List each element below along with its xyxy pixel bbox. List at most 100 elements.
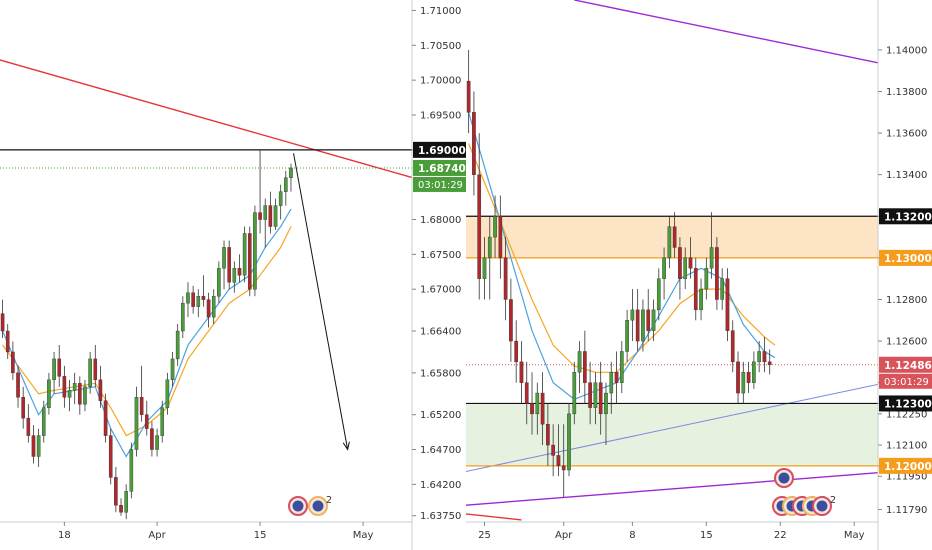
candle[interactable] [36,428,41,467]
candle[interactable] [487,216,492,300]
candle[interactable] [155,428,159,457]
candle[interactable] [129,442,134,499]
candle[interactable] [509,278,513,362]
candle[interactable] [762,336,767,373]
candle[interactable] [725,268,730,342]
candle[interactable] [688,237,693,279]
candle[interactable] [530,372,534,435]
candle[interactable] [181,296,185,339]
candle[interactable] [498,195,503,279]
candle[interactable] [26,404,31,443]
candle[interactable] [278,184,283,220]
candle[interactable] [709,212,714,279]
candle[interactable] [232,261,237,293]
candle[interactable] [482,237,487,300]
candle[interactable] [646,289,651,342]
candle[interactable] [88,351,92,394]
candle[interactable] [284,170,288,206]
candle[interactable] [78,376,82,415]
candle[interactable] [477,133,482,300]
candle[interactable] [672,212,677,258]
candle[interactable] [83,379,87,412]
candle[interactable] [693,257,698,321]
candle[interactable] [540,372,545,446]
candle[interactable] [535,382,540,435]
candle[interactable] [757,341,761,373]
candle[interactable] [263,198,268,248]
candle[interactable] [583,330,587,404]
candle[interactable] [556,424,561,477]
candle[interactable] [108,428,113,485]
candle[interactable] [546,403,550,466]
candle[interactable] [593,372,598,425]
economic-event-marker[interactable] [774,468,794,488]
candle[interactable] [683,247,688,290]
candle[interactable] [0,299,5,339]
candle[interactable] [11,341,15,380]
candle[interactable] [186,282,190,318]
candle[interactable] [466,49,471,134]
candle[interactable] [67,379,72,412]
candle[interactable] [253,205,257,297]
candle[interactable] [175,324,180,366]
blue-trend-line[interactable] [466,383,886,473]
candle[interactable] [160,400,165,443]
candle[interactable] [736,351,740,404]
candle[interactable] [730,320,735,373]
candle[interactable] [551,424,555,477]
candle[interactable] [604,382,608,446]
candle[interactable] [21,386,25,429]
candle[interactable] [165,372,170,415]
candle[interactable] [119,498,123,516]
candle[interactable] [625,309,629,362]
purple-channel-bottom[interactable] [466,472,886,506]
candle[interactable] [514,320,519,383]
candle[interactable] [41,400,46,443]
candle[interactable] [767,349,772,375]
candle[interactable] [641,299,645,352]
candle[interactable] [656,268,661,321]
left-chart-pane[interactable]: 1.71000 1.70500 1.70000 1.69500 1.69000 1.680… [0,0,466,550]
candle[interactable] [237,254,242,283]
candle[interactable] [567,403,571,477]
right-chart-pane[interactable]: 1.14000 1.13800 1.13600 1.13400 1.13200 1.130… [466,0,932,550]
candle[interactable] [124,484,128,520]
candle[interactable] [227,240,231,290]
candle[interactable] [503,237,508,321]
candle[interactable] [614,351,619,404]
candle[interactable] [72,372,77,405]
candle[interactable] [752,351,756,389]
candle[interactable] [273,198,278,230]
purple-channel-top[interactable] [574,0,886,64]
candle[interactable] [144,400,149,436]
candle[interactable] [746,361,751,394]
red-trend-line[interactable] [466,513,522,521]
candle[interactable] [609,361,614,414]
candle[interactable] [572,361,577,425]
candle[interactable] [247,226,252,297]
candle[interactable] [289,163,293,192]
economic-event-marker[interactable] [288,496,308,516]
candle[interactable] [588,361,592,425]
candle[interactable] [472,91,476,196]
candle[interactable] [619,341,624,394]
candle[interactable] [206,292,211,328]
candle[interactable] [196,289,201,318]
candle[interactable] [258,149,262,234]
projection-arrow[interactable] [293,153,349,450]
candle[interactable] [704,257,709,300]
candle[interactable] [62,365,67,408]
economic-event-marker[interactable]: 2 [812,495,836,516]
candle[interactable] [191,285,195,314]
candle[interactable] [519,341,524,404]
candle[interactable] [667,216,672,269]
candle[interactable] [114,466,118,513]
candle[interactable] [57,344,62,387]
candle[interactable] [52,351,56,394]
candle[interactable] [16,365,20,408]
candle[interactable] [217,261,221,304]
candle[interactable] [741,361,746,404]
candle[interactable] [150,421,154,457]
candle[interactable] [493,195,497,258]
candle[interactable] [577,341,582,394]
